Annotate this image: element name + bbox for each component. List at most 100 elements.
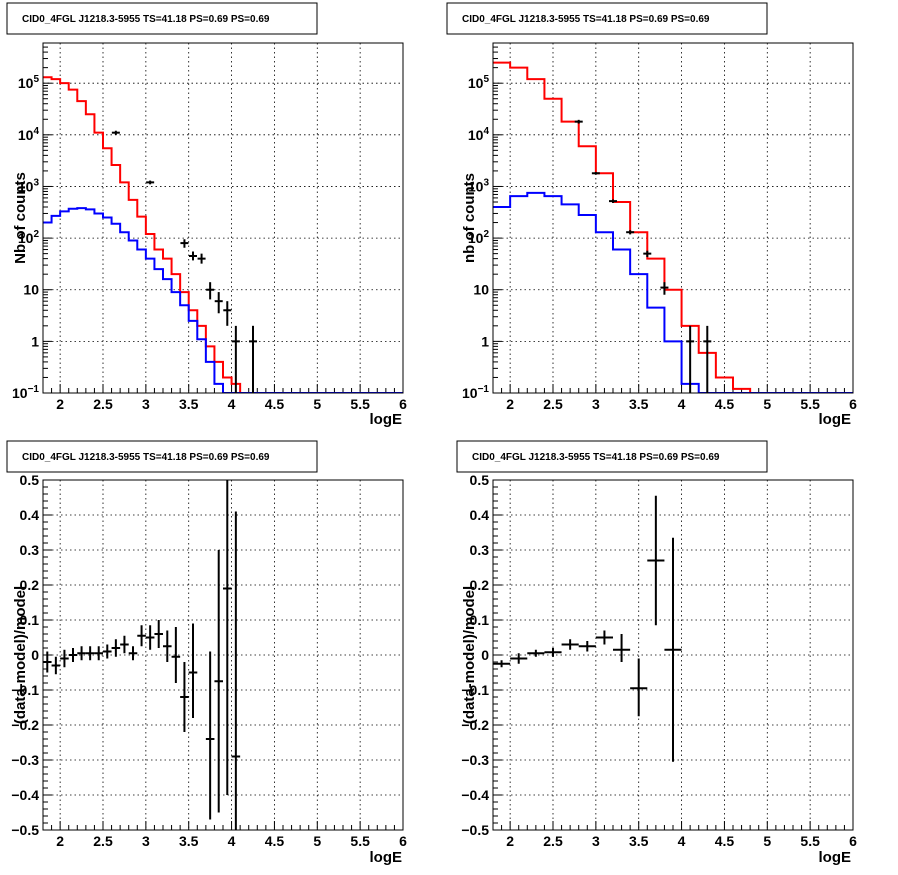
x-tick-label: 5 [313, 396, 321, 412]
series-layer [43, 480, 241, 830]
x-tick-label: 2.5 [543, 396, 563, 412]
y-tick-label: 0.1 [470, 612, 490, 628]
x-tick-label: 4 [228, 396, 236, 412]
chart-title: CID0_4FGL J1218.3-5955 TS=41.18 PS=0.69 … [462, 14, 710, 25]
chart-panel-4: 2 2.5 3 3.5 4 4.5 5 5.5 6 −0.5 −0.4 −0.3 −0.2 −0.1 0 0.… [456, 440, 857, 866]
x-tick-label: 5 [313, 833, 321, 849]
x-axis-label: logE [370, 849, 403, 866]
y-axis-label: (data-model)/model [461, 586, 478, 724]
x-tick-label: 3 [592, 833, 600, 849]
series-layer [43, 76, 403, 393]
chart-title-box [456, 440, 768, 473]
x-axis-label: logE [819, 411, 852, 428]
y-tick-label: −0.4 [461, 787, 489, 803]
x-tick-label: 3.5 [629, 396, 649, 412]
plot-frame [492, 42, 854, 394]
series-line-model-blue [493, 191, 853, 393]
y-axis-label: (data-model)/model [12, 586, 29, 724]
y-tick-label: 0.4 [20, 507, 40, 523]
y-tick-label: 0.1 [20, 612, 40, 628]
y-tick-label: −0.1 [11, 682, 39, 698]
chart-panel-1: 2 2.5 3 3.5 4 4.5 5 5.5 6 10−1 1 10 102 103 104 105 CID0… [6, 2, 407, 428]
x-tick-label: 4 [228, 833, 236, 849]
x-tick-label: 3.5 [179, 833, 199, 849]
y-axis-label: nb of counts [461, 173, 478, 263]
y-tick-label: −0.4 [11, 787, 39, 803]
y-tick-label: 1 [481, 333, 489, 349]
y-tick-label: 102 [18, 229, 40, 246]
y-tick-label: −0.3 [11, 752, 39, 768]
y-tick-label: 105 [468, 74, 490, 91]
y-axis-label: Nb of counts [12, 172, 29, 264]
x-tick-label: 5.5 [350, 833, 370, 849]
x-tick-label: 4.5 [265, 396, 285, 412]
x-tick-label: 3 [142, 396, 150, 412]
plot-frame [42, 42, 404, 394]
y-tick-label: 10−1 [462, 384, 489, 401]
y-tick-label: 0.3 [470, 542, 490, 558]
y-tick-label: 102 [468, 229, 490, 246]
x-axis-label: logE [819, 849, 852, 866]
y-tick-label: −0.2 [461, 717, 489, 733]
x-tick-label: 5.5 [800, 833, 820, 849]
x-tick-label: 2 [506, 396, 514, 412]
x-tick-label: 2.5 [93, 833, 113, 849]
y-tick-label: 1 [31, 333, 39, 349]
x-tick-label: 3.5 [179, 396, 199, 412]
x-tick-label: 6 [399, 833, 407, 849]
plot-frame [492, 479, 854, 831]
y-tick-label: 103 [18, 177, 40, 194]
x-tick-label: 6 [849, 396, 857, 412]
chart-title: CID0_4FGL J1218.3-5955 TS=41.18 PS=0.69 … [472, 452, 720, 463]
x-tick-label: 4.5 [715, 396, 735, 412]
x-tick-label: 5.5 [350, 396, 370, 412]
x-tick-label: 6 [399, 396, 407, 412]
chart-panel-3: 2 2.5 3 3.5 4 4.5 5 5.5 6 −0.5 −0.4 −0.3 −0.2 −0.1 0 0.… [6, 440, 407, 866]
x-tick-label: 5.5 [800, 396, 820, 412]
x-tick-label: 4 [678, 396, 686, 412]
y-tick-label: 105 [18, 74, 40, 91]
x-tick-label: 4 [678, 833, 686, 849]
x-axis-label: logE [370, 411, 403, 428]
series-layer [493, 495, 682, 762]
y-tick-label: 104 [468, 126, 490, 143]
y-tick-label: 0 [481, 647, 489, 663]
series-line-model-red [43, 76, 403, 393]
y-tick-label: 0.5 [470, 472, 490, 488]
x-tick-label: 4.5 [715, 833, 735, 849]
y-tick-label: −0.1 [461, 682, 489, 698]
chart-title-box [6, 2, 318, 35]
x-tick-label: 5 [763, 396, 771, 412]
y-tick-label: 0.5 [20, 472, 40, 488]
x-tick-label: 3 [592, 396, 600, 412]
y-tick-label: 103 [468, 177, 490, 194]
plot-area [493, 43, 853, 393]
plot-frame [42, 479, 404, 831]
x-tick-label: 3.5 [629, 833, 649, 849]
y-tick-label: −0.3 [461, 752, 489, 768]
y-tick-label: 0.4 [470, 507, 490, 523]
y-tick-label: 0.2 [20, 577, 40, 593]
x-tick-label: 2.5 [93, 396, 113, 412]
x-tick-label: 5 [763, 833, 771, 849]
x-tick-label: 2 [506, 833, 514, 849]
y-tick-label: 10 [473, 282, 489, 298]
x-tick-label: 2 [56, 833, 64, 849]
y-tick-label: 0 [31, 647, 39, 663]
series-line-model-blue [43, 207, 403, 393]
chart-title-box [6, 440, 318, 473]
y-tick-label: 10 [23, 282, 39, 298]
x-tick-label: 4.5 [265, 833, 285, 849]
y-tick-label: 104 [18, 126, 40, 143]
chart-title: CID0_4FGL J1218.3-5955 TS=41.18 PS=0.69 … [22, 452, 270, 463]
x-tick-label: 2.5 [543, 833, 563, 849]
chart-title: CID0_4FGL J1218.3-5955 TS=41.18 PS=0.69 … [22, 14, 270, 25]
series-line-model-red [493, 61, 853, 393]
y-tick-label: 10−1 [12, 384, 39, 401]
x-tick-label: 6 [849, 833, 857, 849]
y-tick-label: −0.2 [11, 717, 39, 733]
x-tick-label: 3 [142, 833, 150, 849]
y-tick-label: 0.3 [20, 542, 40, 558]
chart-panel-2: 2 2.5 3 3.5 4 4.5 5 5.5 6 10−1 1 10 102 103 104 105 CID0… [446, 2, 857, 428]
